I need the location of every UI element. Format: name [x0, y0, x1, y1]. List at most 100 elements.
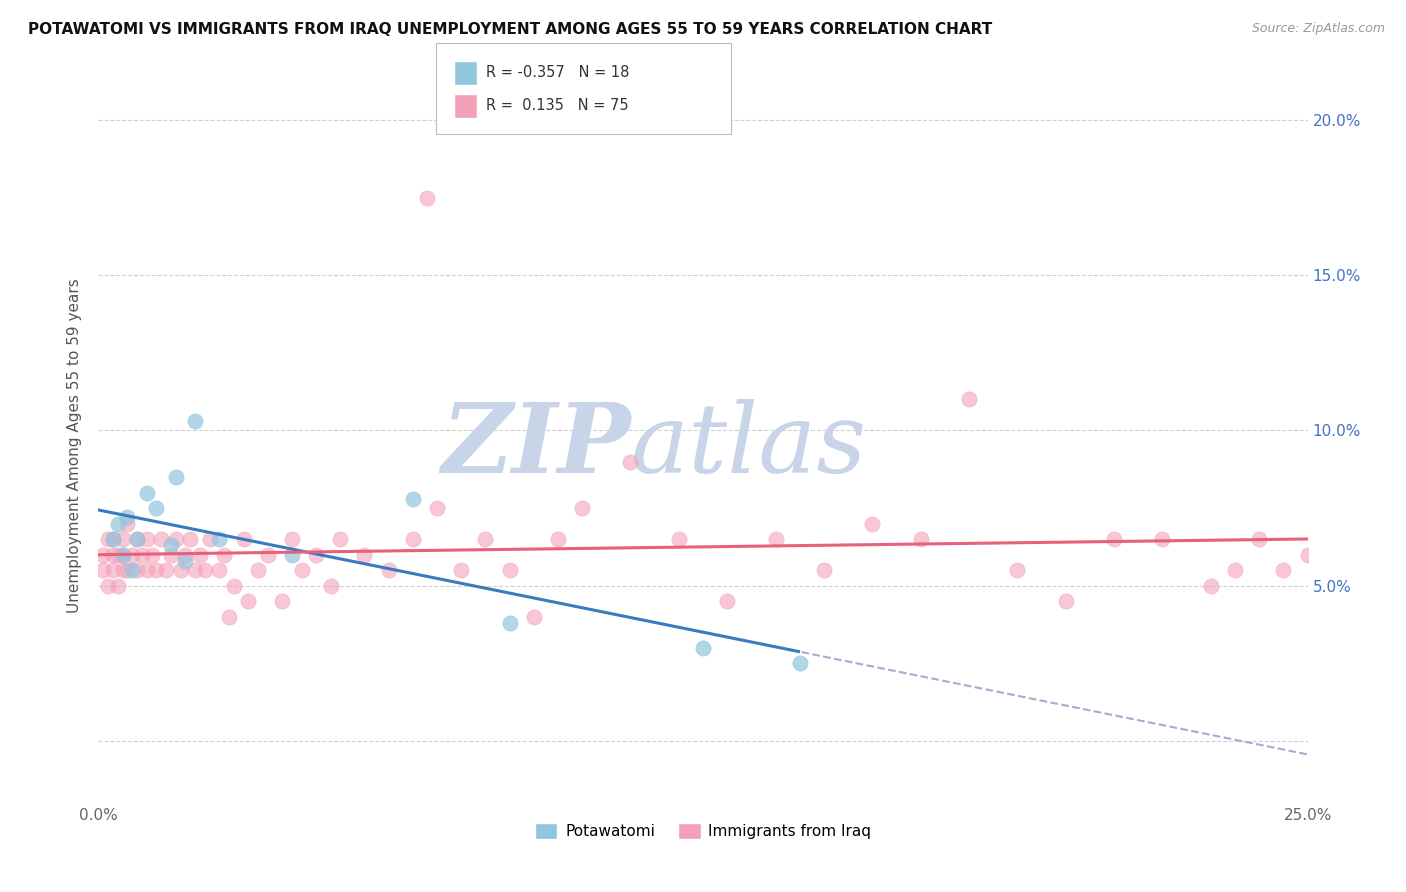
Point — [169, 563, 191, 577]
Point — [111, 563, 134, 577]
Point — [160, 548, 183, 562]
Point — [547, 532, 569, 546]
Point — [145, 501, 167, 516]
Point — [91, 563, 114, 577]
Point — [319, 579, 342, 593]
Point — [1152, 532, 1174, 546]
Point — [498, 563, 520, 577]
Point — [329, 532, 352, 546]
Point — [416, 191, 439, 205]
Point — [256, 548, 278, 562]
Point — [101, 548, 124, 562]
Point — [131, 548, 153, 562]
Point — [1272, 563, 1295, 577]
Point — [107, 548, 129, 562]
Point — [150, 532, 173, 546]
Point — [1102, 532, 1125, 546]
Legend: Potawatomi, Immigrants from Iraq: Potawatomi, Immigrants from Iraq — [529, 817, 877, 845]
Point — [97, 532, 120, 546]
Point — [101, 563, 124, 577]
Point — [290, 563, 312, 577]
Point — [184, 563, 207, 577]
Point — [174, 554, 197, 568]
Point — [107, 516, 129, 531]
Point — [111, 532, 134, 546]
Point — [208, 532, 231, 546]
Point — [271, 594, 294, 608]
Point — [111, 548, 134, 562]
Point — [1249, 532, 1271, 546]
Point — [179, 532, 201, 546]
Point — [97, 579, 120, 593]
Point — [474, 532, 496, 546]
Point — [117, 510, 139, 524]
Point — [353, 548, 375, 562]
Point — [111, 548, 134, 562]
Point — [218, 609, 240, 624]
Point — [281, 532, 304, 546]
Text: R = -0.357   N = 18: R = -0.357 N = 18 — [486, 65, 630, 80]
Text: POTAWATOMI VS IMMIGRANTS FROM IRAQ UNEMPLOYMENT AMONG AGES 55 TO 59 YEARS CORREL: POTAWATOMI VS IMMIGRANTS FROM IRAQ UNEMP… — [28, 22, 993, 37]
Point — [232, 532, 254, 546]
Point — [571, 501, 593, 516]
Point — [1199, 579, 1222, 593]
Point — [165, 532, 187, 546]
Point — [198, 532, 221, 546]
Point — [101, 532, 124, 546]
Point — [127, 532, 149, 546]
Point — [117, 563, 139, 577]
Point — [174, 548, 197, 562]
Text: R =  0.135   N = 75: R = 0.135 N = 75 — [486, 98, 628, 113]
Point — [91, 548, 114, 562]
Point — [402, 491, 425, 506]
Point — [1007, 563, 1029, 577]
Point — [135, 532, 157, 546]
Point — [668, 532, 690, 546]
Point — [426, 501, 449, 516]
Point — [813, 563, 835, 577]
Point — [194, 563, 217, 577]
Point — [377, 563, 399, 577]
Point — [135, 563, 157, 577]
Point — [141, 548, 163, 562]
Point — [208, 563, 231, 577]
Point — [127, 563, 149, 577]
Point — [101, 532, 124, 546]
Point — [160, 538, 183, 552]
Point — [155, 563, 177, 577]
Point — [692, 640, 714, 655]
Text: atlas: atlas — [630, 399, 866, 493]
Point — [222, 579, 245, 593]
Text: ZIP: ZIP — [441, 399, 630, 493]
Text: Source: ZipAtlas.com: Source: ZipAtlas.com — [1251, 22, 1385, 36]
Point — [107, 579, 129, 593]
Point — [247, 563, 270, 577]
Point — [765, 532, 787, 546]
Point — [212, 548, 235, 562]
Point — [450, 563, 472, 577]
Point — [1296, 548, 1319, 562]
Point — [121, 563, 143, 577]
Point — [305, 548, 328, 562]
Point — [184, 414, 207, 428]
Point — [135, 485, 157, 500]
Point — [1223, 563, 1246, 577]
Point — [619, 454, 641, 468]
Point — [402, 532, 425, 546]
Point — [165, 470, 187, 484]
Point — [910, 532, 932, 546]
Point — [716, 594, 738, 608]
Point — [498, 615, 520, 630]
Point — [523, 609, 546, 624]
Point — [145, 563, 167, 577]
Point — [121, 548, 143, 562]
Point — [127, 532, 149, 546]
Point — [860, 516, 883, 531]
Point — [789, 656, 811, 670]
Point — [117, 516, 139, 531]
Y-axis label: Unemployment Among Ages 55 to 59 years: Unemployment Among Ages 55 to 59 years — [67, 278, 83, 614]
Point — [238, 594, 260, 608]
Point — [1054, 594, 1077, 608]
Point — [957, 392, 980, 407]
Point — [281, 548, 304, 562]
